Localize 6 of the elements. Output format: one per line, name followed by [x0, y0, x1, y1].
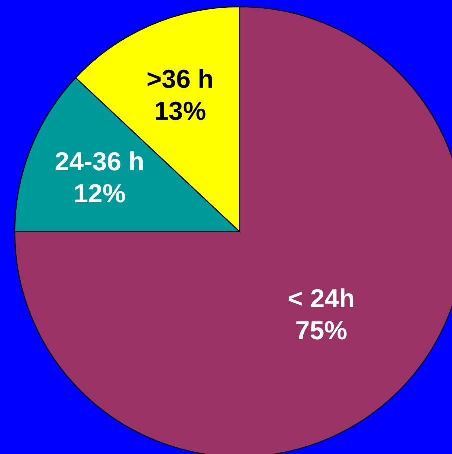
- slice-label: 24-36 h: [55, 146, 145, 177]
- slice-label: < 24h: [288, 284, 356, 314]
- data-label: 12%: [74, 178, 126, 209]
- data-label: 75%: [296, 316, 348, 346]
- data-label: 13%: [154, 96, 206, 126]
- slice-label: >36 h: [146, 64, 214, 94]
